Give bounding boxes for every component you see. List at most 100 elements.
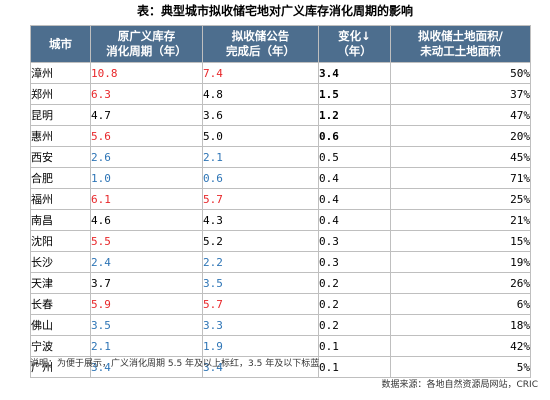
- original-cycle-cell: 4.6: [90, 209, 203, 231]
- original-cycle-cell: 2.1: [90, 335, 203, 357]
- area-ratio-cell: 26%: [390, 272, 531, 294]
- change-cell: 0.1: [318, 356, 391, 378]
- city-cell: 漳州: [30, 62, 91, 84]
- table-row: 漳州 10.8 7.4 3.4 50%: [30, 62, 531, 84]
- table-row: 佛山 3.5 3.3 0.2 18%: [30, 314, 531, 336]
- table-row: 天津 3.7 3.5 0.2 26%: [30, 272, 531, 294]
- data-table: 城市 原广义库存 消化周期（年） 拟收储公告 完成后（年） 变化↓ （年） 拟收储土地…: [30, 25, 531, 378]
- change-cell: 0.4: [318, 209, 391, 231]
- header-row: 城市 原广义库存 消化周期（年） 拟收储公告 完成后（年） 变化↓ （年） 拟收储土地…: [30, 25, 531, 63]
- table-row: 昆明 4.7 3.6 1.2 47%: [30, 104, 531, 126]
- after-cycle-cell: 5.7: [202, 293, 319, 315]
- original-cycle-cell: 5.6: [90, 125, 203, 147]
- original-cycle-cell: 4.7: [90, 104, 203, 126]
- original-cycle-cell: 3.5: [90, 314, 203, 336]
- city-cell: 佛山: [30, 314, 91, 336]
- city-cell: 西安: [30, 146, 91, 168]
- after-cycle-cell: 3.3: [202, 314, 319, 336]
- table-title: 表：典型城市拟收储宅地对广义库存消化周期的影响: [136, 4, 413, 18]
- after-cycle-cell: 4.8: [202, 83, 319, 105]
- city-cell: 南昌: [30, 209, 91, 231]
- area-ratio-cell: 45%: [390, 146, 531, 168]
- original-cycle-cell: 2.6: [90, 146, 203, 168]
- change-cell: 0.4: [318, 188, 391, 210]
- after-cycle-cell: 1.9: [202, 335, 319, 357]
- table-row: 南昌 4.6 4.3 0.4 21%: [30, 209, 531, 231]
- table-row: 宁波 2.1 1.9 0.1 42%: [30, 335, 531, 357]
- area-ratio-cell: 6%: [390, 293, 531, 315]
- table-row: 长沙 2.4 2.2 0.3 19%: [30, 251, 531, 273]
- table-row: 惠州 5.6 5.0 0.6 20%: [30, 125, 531, 147]
- change-cell: 0.2: [318, 314, 391, 336]
- city-cell: 惠州: [30, 125, 91, 147]
- area-ratio-cell: 50%: [390, 62, 531, 84]
- city-cell: 合肥: [30, 167, 91, 189]
- area-ratio-cell: 47%: [390, 104, 531, 126]
- original-cycle-cell: 6.3: [90, 83, 203, 105]
- table-body: 漳州 10.8 7.4 3.4 50% 郑州 6.3 4.8 1.5 37% 昆明 4.7 3.6 1.2…: [30, 62, 531, 378]
- after-cycle-cell: 0.6: [202, 167, 319, 189]
- city-cell: 昆明: [30, 104, 91, 126]
- original-cycle-cell: 3.7: [90, 272, 203, 294]
- original-cycle-cell: 2.4: [90, 251, 203, 273]
- city-cell: 长沙: [30, 251, 91, 273]
- table-row: 沈阳 5.5 5.2 0.3 15%: [30, 230, 531, 252]
- area-ratio-cell: 20%: [390, 125, 531, 147]
- change-cell: 0.2: [318, 293, 391, 315]
- table-row: 福州 6.1 5.7 0.4 25%: [30, 188, 531, 210]
- city-cell: 郑州: [30, 83, 91, 105]
- area-ratio-cell: 71%: [390, 167, 531, 189]
- after-cycle-cell: 4.3: [202, 209, 319, 231]
- city-cell: 广州: [30, 356, 91, 378]
- area-ratio-cell: 19%: [390, 251, 531, 273]
- table-row: 郑州 6.3 4.8 1.5 37%: [30, 83, 531, 105]
- change-cell: 0.3: [318, 230, 391, 252]
- after-cycle-cell: 2.1: [202, 146, 319, 168]
- original-cycle-cell: 5.5: [90, 230, 203, 252]
- after-cycle-cell: 5.7: [202, 188, 319, 210]
- header-area-ratio: 拟收储土地面积/未动工土地面积: [390, 25, 531, 63]
- city-cell: 福州: [30, 188, 91, 210]
- area-ratio-cell: 5%: [390, 356, 531, 378]
- original-cycle-cell: 1.0: [90, 167, 203, 189]
- area-ratio-cell: 21%: [390, 209, 531, 231]
- city-cell: 宁波: [30, 335, 91, 357]
- after-cycle-cell: 3.4: [202, 356, 319, 378]
- after-cycle-cell: 3.6: [202, 104, 319, 126]
- after-cycle-cell: 2.2: [202, 251, 319, 273]
- change-cell: 0.5: [318, 146, 391, 168]
- header-city: 城市: [30, 25, 91, 63]
- table-row: 广州 3.4 3.4 0.1 5%: [30, 356, 531, 378]
- change-cell: 0.1: [318, 335, 391, 357]
- table-row: 长春 5.9 5.7 0.2 6%: [30, 293, 531, 315]
- change-cell: 0.6: [318, 125, 391, 147]
- original-cycle-cell: 10.8: [90, 62, 203, 84]
- area-ratio-cell: 42%: [390, 335, 531, 357]
- area-ratio-cell: 18%: [390, 314, 531, 336]
- city-cell: 长春: [30, 293, 91, 315]
- city-cell: 天津: [30, 272, 91, 294]
- change-cell: 0.4: [318, 167, 391, 189]
- area-ratio-cell: 15%: [390, 230, 531, 252]
- city-cell: 沈阳: [30, 230, 91, 252]
- change-cell: 1.2: [318, 104, 391, 126]
- after-cycle-cell: 7.4: [202, 62, 319, 84]
- area-ratio-cell: 25%: [390, 188, 531, 210]
- table-row: 西安 2.6 2.1 0.5 45%: [30, 146, 531, 168]
- original-cycle-cell: 5.9: [90, 293, 203, 315]
- after-cycle-cell: 5.0: [202, 125, 319, 147]
- after-cycle-cell: 5.2: [202, 230, 319, 252]
- data-source: 数据来源：各地自然资源局网站，CRIC: [381, 380, 538, 390]
- header-change: 变化↓ （年）: [318, 25, 391, 63]
- header-after-cycle: 拟收储公告 完成后（年）: [202, 25, 319, 63]
- original-cycle-cell: 6.1: [90, 188, 203, 210]
- change-cell: 1.5: [318, 83, 391, 105]
- table-row: 合肥 1.0 0.6 0.4 71%: [30, 167, 531, 189]
- change-cell: 0.2: [318, 272, 391, 294]
- area-ratio-cell: 37%: [390, 83, 531, 105]
- change-cell: 3.4: [318, 62, 391, 84]
- change-cell: 0.3: [318, 251, 391, 273]
- after-cycle-cell: 3.5: [202, 272, 319, 294]
- header-original-cycle: 原广义库存 消化周期（年）: [90, 25, 203, 63]
- footnote: 说明：为便于展示，广义消化周期 5.5 年及以上标红，3.5 年及以下标蓝: [30, 359, 320, 369]
